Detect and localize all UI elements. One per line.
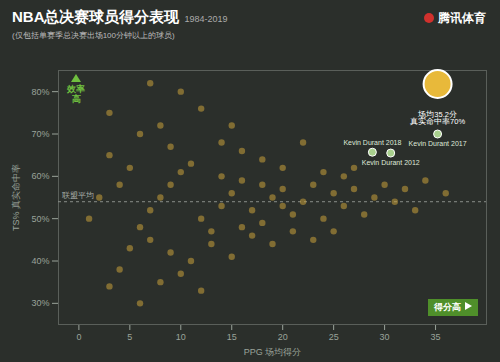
html-text:腾讯体育: 腾讯体育 [438,11,486,25]
svg-text:30%: 30% [31,298,49,308]
svg-text:60%: 60% [31,171,49,181]
svg-text:5: 5 [127,332,132,342]
svg-text:Kevin Durant 2012: Kevin Durant 2012 [362,159,420,166]
svg-text:80%: 80% [31,87,49,97]
svg-text:25: 25 [329,332,339,342]
html-text:得分高: 得分高 [434,302,461,312]
svg-text:40%: 40% [31,256,49,266]
svg-text:30: 30 [380,332,390,342]
svg-text:50%: 50% [31,214,49,224]
svg-text:场均35.2分真实命中率70%: 场均35.2分真实命中率70% [410,110,465,127]
html-text:效率高: 效率高 [67,84,85,104]
svg-text:70%: 70% [31,129,49,139]
html-text:NBA总决赛球员得分表现 1984-2019: NBA总决赛球员得分表现 1984-2019 [12,8,228,25]
svg-text:PPG 场均得分: PPG 场均得分 [244,347,302,357]
html-text:(仅包括单赛季总决赛出场100分钟以上的球员): (仅包括单赛季总决赛出场100分钟以上的球员) [12,31,175,40]
svg-text:Kevin Durant 2017: Kevin Durant 2017 [409,140,467,147]
svg-text:TS% 真实命中率: TS% 真实命中率 [11,164,21,231]
svg-text:15: 15 [227,332,237,342]
svg-text:联盟平均: 联盟平均 [62,191,94,200]
svg-text:Kevin Durant 2018: Kevin Durant 2018 [343,139,401,146]
svg-text:35: 35 [431,332,441,342]
svg-text:0: 0 [76,332,81,342]
svg-text:10: 10 [176,332,186,342]
svg-text:20: 20 [278,332,288,342]
